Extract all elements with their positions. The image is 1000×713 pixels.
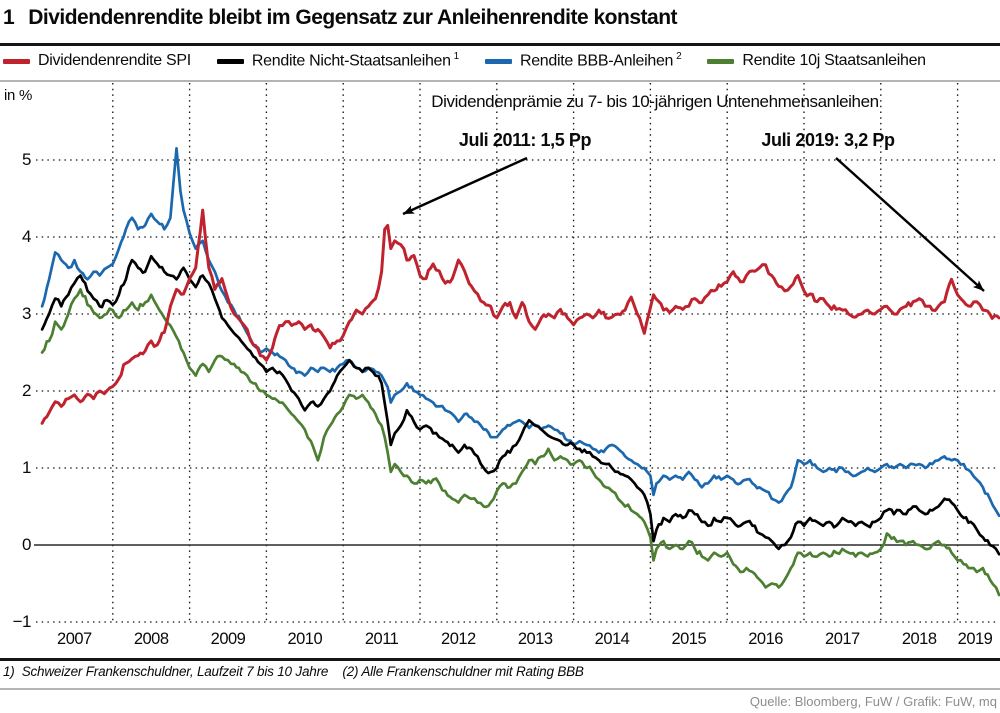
x-axis-label: 2011 bbox=[364, 630, 399, 648]
premium-annotation: Dividendenprämie zu 7- bis 10-jährigen U… bbox=[431, 92, 879, 111]
x-axis-label: 2009 bbox=[210, 630, 246, 648]
y-axis-label: 4 bbox=[22, 227, 31, 246]
legend-label: Rendite Nicht-Staatsanleihen 1 bbox=[251, 51, 459, 70]
x-axis-label: 2013 bbox=[517, 630, 553, 648]
chart-number: 1 bbox=[3, 6, 15, 29]
callout-arrow-2019 bbox=[835, 157, 985, 292]
legend-item-nicht-staatsanleihen: Rendite Nicht-Staatsanleihen 1 bbox=[216, 51, 459, 70]
y-axis-label: 3 bbox=[22, 304, 31, 323]
y-axis-label: 2 bbox=[22, 381, 31, 400]
series-line-rendite-nicht-staatsanleihen bbox=[40, 254, 1000, 556]
gridlines bbox=[36, 83, 999, 623]
series-line-rendite-bbb-anleihen bbox=[40, 147, 1000, 518]
page-title: Dividendenrendite bleibt im Gegensatz zu… bbox=[28, 6, 678, 29]
legend: Dividendenrendite SPI Rendite Nicht-Staa… bbox=[3, 51, 997, 70]
series-line-rendite-10j-staatsanleihen bbox=[40, 288, 1000, 597]
red-line-swatch-icon bbox=[3, 58, 30, 64]
x-axis-label: 2018 bbox=[901, 630, 937, 648]
y-axis-label: 0 bbox=[22, 535, 31, 554]
callout-arrow-2011 bbox=[402, 156, 528, 216]
y-axis-label: 5 bbox=[22, 150, 31, 169]
x-axis-label: 2015 bbox=[671, 630, 707, 648]
series-line-dividendenrendite-spi bbox=[40, 208, 1000, 425]
legend-divider bbox=[0, 80, 1000, 82]
x-axis-label: 2014 bbox=[594, 630, 630, 648]
black-line-swatch-icon bbox=[216, 58, 244, 64]
x-axis-label: 2012 bbox=[441, 630, 476, 648]
y-axis-label: 1 bbox=[22, 458, 31, 477]
legend-label: Rendite 10j Staatsanleihen bbox=[742, 51, 926, 69]
source-credit: Quelle: Bloomberg, FuW / Grafik: FuW, mq bbox=[749, 694, 997, 709]
legend-label: Dividendenrendite SPI bbox=[38, 51, 191, 69]
legend-item-dividendenrendite-spi: Dividendenrendite SPI bbox=[3, 52, 191, 70]
x-axis-label: 2010 bbox=[287, 630, 323, 648]
x-axis-label: 2008 bbox=[133, 630, 169, 648]
x-axis-label: 2016 bbox=[748, 630, 783, 648]
chart-title-bar: 1 Dividendenrendite bleibt im Gegensatz … bbox=[3, 6, 678, 30]
green-line-swatch-icon bbox=[707, 58, 735, 64]
title-divider bbox=[0, 43, 1000, 46]
y-axis-label: −1 bbox=[12, 612, 32, 631]
callout-juli-2019: Juli 2019: 3,2 Pp bbox=[761, 130, 895, 150]
x-axis-label: 2019 bbox=[957, 630, 993, 648]
callout-juli-2011: Juli 2011: 1,5 Pp bbox=[458, 130, 592, 150]
legend-item-bbb-anleihen: Rendite BBB-Anleihen 2 bbox=[484, 51, 682, 70]
footnote: 1) Schweizer Frankenschuldner, Laufzeit … bbox=[3, 664, 584, 679]
source-divider bbox=[0, 688, 1000, 690]
blue-line-swatch-icon bbox=[484, 58, 512, 64]
x-axis-label: 2007 bbox=[57, 630, 92, 648]
legend-item-10j-staatsanleihen: Rendite 10j Staatsanleihen bbox=[707, 51, 926, 70]
legend-label: Rendite BBB-Anleihen 2 bbox=[519, 51, 682, 70]
y-axis-unit-label: in % bbox=[4, 87, 32, 104]
footnote-divider bbox=[0, 658, 1000, 661]
x-axis-label: 2017 bbox=[825, 630, 860, 648]
